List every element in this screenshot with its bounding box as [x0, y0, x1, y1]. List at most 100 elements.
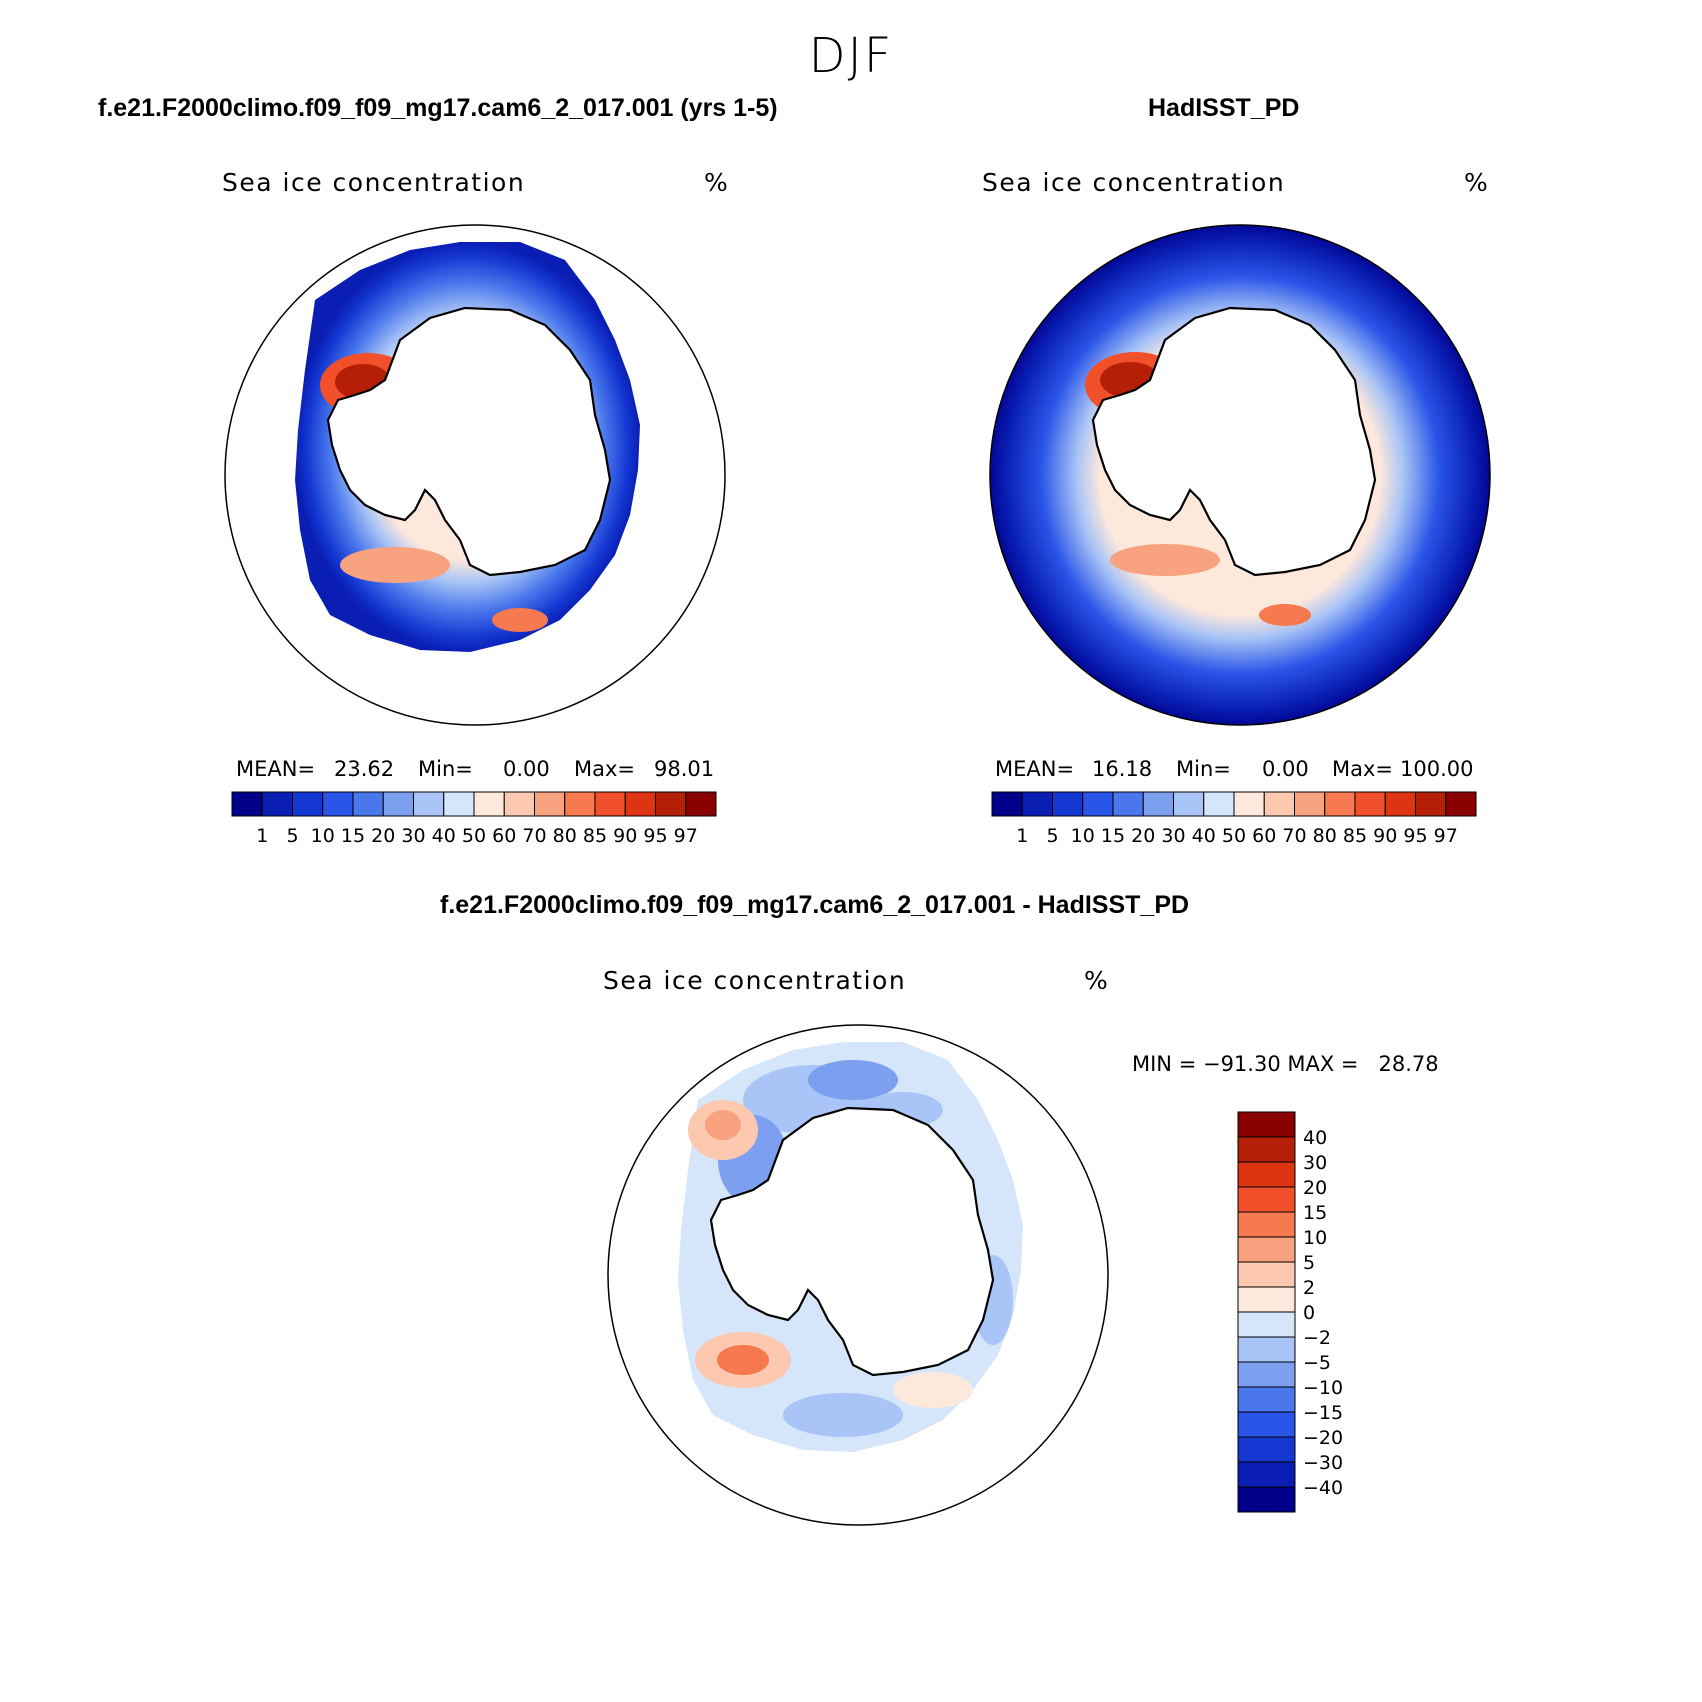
diff-colorbar-swatch	[1237, 1261, 1296, 1288]
right-colorbar-swatch	[1203, 791, 1235, 817]
left-colorbar-swatch	[655, 791, 687, 817]
left-colorbar-swatch	[534, 791, 566, 817]
diff-colorbar-swatch	[1237, 1361, 1296, 1388]
left-units-label: %	[704, 168, 730, 197]
diff-colorbar-swatch	[1237, 1211, 1296, 1238]
left-colorbar-tick: 1	[256, 825, 268, 847]
left-colorbar-swatch	[382, 791, 414, 817]
right-colorbar-swatch	[1415, 791, 1447, 817]
diff-colorbar-swatch	[1237, 1286, 1296, 1313]
right-variable-label: Sea ice concentration	[982, 168, 1286, 197]
left-mean-value: 23.62	[334, 757, 395, 781]
right-colorbar-tick: 85	[1343, 825, 1367, 847]
left-colorbar-swatch	[443, 791, 475, 817]
diff-colorbar-tick: −30	[1303, 1452, 1343, 1474]
left-colorbar-tick: 5	[286, 825, 298, 847]
right-max-label: Max=	[1332, 757, 1394, 781]
diff-colorbar-swatch	[1237, 1411, 1296, 1438]
left-colorbar-tick: 50	[462, 825, 486, 847]
right-colorbar: 1 5 10 15 20 30 40 50 60 70 80 85 90 95 97	[991, 791, 1477, 847]
diff-colorbar-tick: −40	[1303, 1477, 1343, 1499]
right-colorbar-swatch	[1173, 791, 1205, 817]
diff-colorbar-swatch	[1237, 1486, 1296, 1513]
right-colorbar-tick: 10	[1071, 825, 1095, 847]
left-colorbar-tick: 10	[311, 825, 335, 847]
left-colorbar-swatch	[231, 791, 263, 817]
right-colorbar-tick: 90	[1373, 825, 1397, 847]
left-colorbar-tick: 70	[522, 825, 546, 847]
left-colorbar-tick: 95	[643, 825, 667, 847]
diff-colorbar-tick: −5	[1303, 1352, 1331, 1374]
right-mean-value: 16.18	[1092, 757, 1153, 781]
diff-colorbar-swatch	[1237, 1386, 1296, 1413]
right-colorbar-swatch	[1354, 791, 1386, 817]
diff-variable-label: Sea ice concentration	[603, 966, 907, 995]
diff-colorbar-swatch	[1237, 1461, 1296, 1488]
diff-colorbar-swatch	[1237, 1111, 1296, 1138]
left-colorbar-swatch	[413, 791, 445, 817]
diff-colorbar-swatch	[1237, 1186, 1296, 1213]
left-variable-label: Sea ice concentration	[222, 168, 526, 197]
left-case-title: f.e21.F2000climo.f09_f09_mg17.cam6_2_017…	[98, 94, 778, 122]
right-colorbar-tick: 60	[1252, 825, 1276, 847]
right-colorbar-swatch	[1445, 791, 1477, 817]
left-colorbar-swatch	[594, 791, 626, 817]
right-colorbar-tick: 50	[1222, 825, 1246, 847]
left-map-boundary	[224, 224, 726, 726]
left-min-value: 0.00	[503, 757, 550, 781]
diff-antarctica	[709, 1106, 995, 1377]
left-colorbar: 1 5 10 15 20 30 40 50 60 70 80 85 90 95 97	[231, 791, 717, 847]
right-colorbar-swatch	[991, 791, 1023, 817]
right-polar-map	[989, 224, 1491, 726]
right-colorbar-tick: 5	[1046, 825, 1058, 847]
right-colorbar-tick: 1	[1016, 825, 1028, 847]
left-colorbar-swatch	[261, 791, 293, 817]
right-colorbar-swatch	[1082, 791, 1114, 817]
right-units-label: %	[1464, 168, 1490, 197]
right-colorbar-swatch	[1021, 791, 1053, 817]
right-min-value: 0.00	[1262, 757, 1309, 781]
left-colorbar-swatch	[624, 791, 656, 817]
left-colorbar-tick: 40	[432, 825, 456, 847]
diff-minmax-text: MIN = −91.30 MAX = 28.78	[1132, 1052, 1439, 1076]
season-title: DJF	[808, 28, 894, 84]
diff-colorbar-swatch	[1237, 1161, 1296, 1188]
right-colorbar-swatch	[1324, 791, 1356, 817]
right-antarctica	[1091, 306, 1377, 577]
left-colorbar-swatch	[352, 791, 384, 817]
right-colorbar-swatch	[1233, 791, 1265, 817]
right-colorbar-tick: 80	[1313, 825, 1337, 847]
right-colorbar-tick: 95	[1403, 825, 1427, 847]
diff-units-label: %	[1084, 966, 1110, 995]
left-colorbar-swatch	[564, 791, 596, 817]
diff-colorbar-tick: 15	[1303, 1202, 1327, 1224]
right-colorbar-swatch	[1112, 791, 1144, 817]
left-colorbar-tick: 30	[401, 825, 425, 847]
right-max-value: 100.00	[1400, 757, 1474, 781]
left-colorbar-tick: 80	[553, 825, 577, 847]
right-mean-label: MEAN=	[995, 757, 1075, 781]
left-colorbar-tick: 97	[674, 825, 698, 847]
right-colorbar-tick: 15	[1101, 825, 1125, 847]
diff-colorbar-tick: −10	[1303, 1377, 1343, 1399]
right-colorbar-swatch	[1294, 791, 1326, 817]
right-case-title: HadISST_PD	[1148, 94, 1300, 122]
right-min-label: Min=	[1176, 757, 1231, 781]
left-ross-high-ice	[340, 547, 450, 583]
right-colorbar-swatch	[1142, 791, 1174, 817]
right-map-boundary	[989, 224, 1491, 726]
right-colorbar-tick: 40	[1192, 825, 1216, 847]
left-colorbar-tick: 85	[583, 825, 607, 847]
right-ross-high-ice	[1110, 544, 1220, 576]
left-min-label: Min=	[418, 757, 473, 781]
right-colorbar-tick: 70	[1282, 825, 1306, 847]
diff-colorbar-swatch	[1237, 1436, 1296, 1463]
diff-map-boundary	[607, 1024, 1109, 1526]
diff-colorbar-tick: 2	[1303, 1277, 1315, 1299]
left-polar-map	[224, 224, 726, 726]
diff-colorbar-tick: 5	[1303, 1252, 1315, 1274]
left-colorbar-swatch	[292, 791, 324, 817]
diff-colorbar-tick: −15	[1303, 1402, 1343, 1424]
left-mean-label: MEAN=	[236, 757, 316, 781]
diff-colorbar-tick: −20	[1303, 1427, 1343, 1449]
